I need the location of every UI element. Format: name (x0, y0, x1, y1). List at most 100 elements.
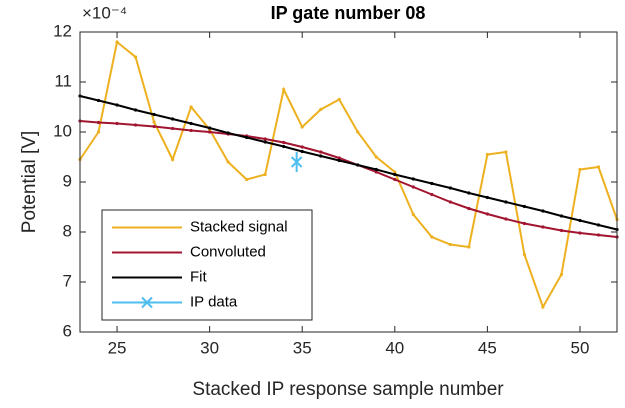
series-line (79, 40, 618, 310)
point (393, 177, 397, 182)
point (170, 126, 175, 131)
point (411, 212, 415, 217)
point (96, 130, 101, 134)
point (189, 121, 193, 126)
point (115, 121, 119, 126)
y-tick-label: 9 (63, 171, 72, 190)
axes-box (79, 31, 618, 333)
point (337, 156, 341, 160)
point (263, 137, 267, 141)
point (504, 217, 508, 221)
point (282, 140, 286, 145)
point (393, 172, 397, 177)
point (541, 209, 545, 213)
point (319, 150, 323, 154)
x-tick-label: 30 (200, 338, 219, 357)
point (152, 120, 156, 124)
point (96, 98, 101, 103)
point (448, 242, 452, 247)
point (374, 155, 378, 159)
point (189, 105, 193, 109)
point (374, 167, 378, 172)
point (133, 123, 138, 127)
point (504, 200, 508, 204)
point (300, 149, 304, 154)
point (115, 40, 119, 44)
point (189, 128, 193, 133)
legend-label: Fit (190, 268, 207, 285)
point (467, 191, 471, 195)
x-axis-label: Stacked IP response sample number (192, 379, 504, 400)
point (578, 231, 582, 235)
point (430, 192, 434, 197)
legend-label: Stacked signal (190, 218, 288, 235)
point (170, 117, 175, 121)
point (485, 152, 489, 157)
point (448, 200, 452, 204)
point (170, 157, 175, 162)
point (300, 125, 304, 129)
point (96, 120, 101, 125)
point (559, 214, 564, 218)
y-tick-label: 11 (54, 71, 72, 90)
point (115, 103, 119, 107)
point (300, 145, 304, 149)
chart-title: IP gate number 08 (271, 3, 426, 23)
point (578, 167, 582, 172)
point (559, 228, 564, 233)
point (485, 195, 489, 200)
marker (290, 156, 303, 168)
legend-label: IP data (190, 293, 238, 310)
point (337, 158, 341, 163)
point (596, 165, 601, 169)
point (393, 170, 397, 174)
y-tick-label: 7 (63, 271, 72, 290)
y-tick-label: 12 (53, 21, 72, 40)
point (245, 135, 249, 140)
x-tick-label: 35 (293, 338, 312, 357)
point (245, 177, 249, 182)
point (578, 218, 582, 223)
y-tick-label: 10 (53, 121, 72, 140)
point (467, 245, 471, 249)
point (208, 126, 212, 130)
y-multiplier: ×10⁻⁴ (82, 3, 127, 22)
point (596, 233, 601, 237)
x-tick-label: 50 (571, 338, 590, 357)
y-tick-label: 6 (63, 321, 72, 340)
point (522, 204, 527, 209)
point (319, 107, 323, 112)
legend-label: Convoluted (190, 243, 266, 260)
point (208, 130, 212, 134)
point (485, 212, 489, 216)
point (152, 124, 156, 129)
point (430, 181, 434, 186)
point (282, 144, 286, 149)
series-line (79, 95, 618, 231)
point (356, 130, 360, 134)
y-axis-label: Potential [V] (19, 131, 40, 233)
point (356, 163, 360, 167)
point (319, 154, 323, 158)
point (411, 177, 415, 181)
point (411, 185, 415, 189)
point (263, 140, 267, 144)
point (467, 206, 471, 211)
point (282, 87, 286, 92)
point (541, 305, 545, 309)
series-line (79, 120, 618, 238)
point (226, 160, 230, 164)
x-tick-label: 40 (385, 338, 404, 357)
point (226, 131, 230, 135)
point (133, 55, 138, 59)
point (448, 186, 452, 190)
point (504, 150, 508, 154)
point (559, 272, 564, 277)
point (263, 172, 267, 177)
x-tick-label: 25 (108, 338, 127, 357)
x-tick-label: 45 (478, 338, 497, 357)
point (596, 223, 601, 227)
point (430, 235, 434, 239)
y-tick-label: 8 (63, 221, 72, 240)
